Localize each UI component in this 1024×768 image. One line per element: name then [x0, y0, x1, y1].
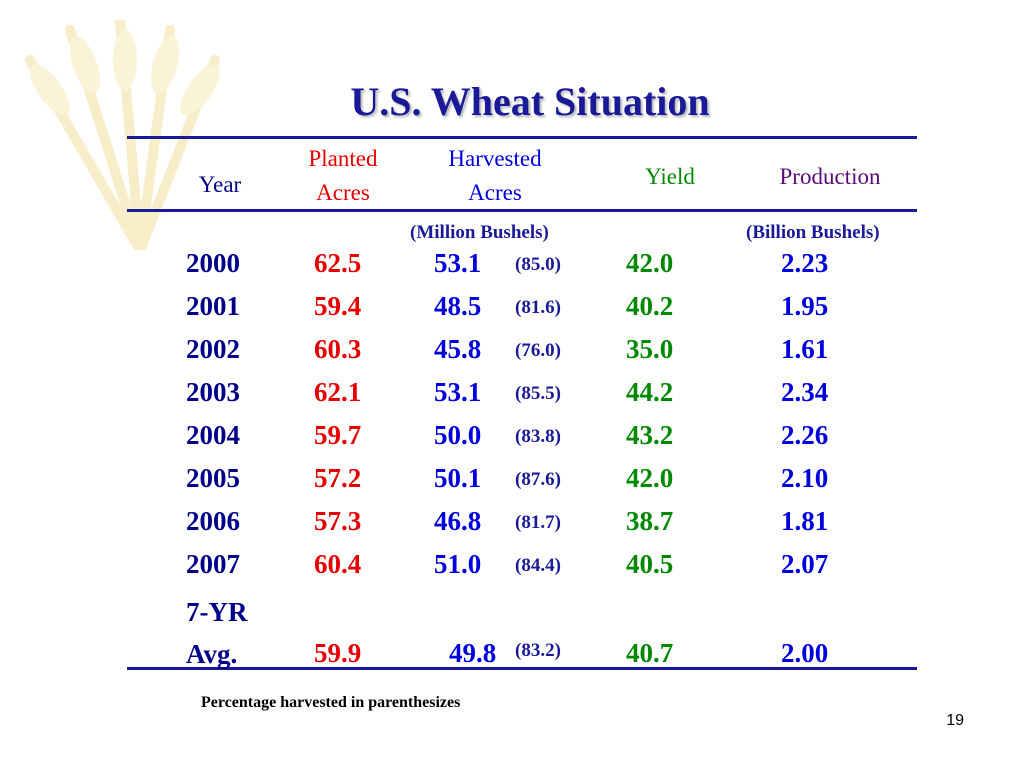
cell-harvested: 45.8: [434, 334, 482, 364]
cell-production: 2.10: [781, 463, 829, 493]
cell-percent-harvested: (83.8): [515, 426, 561, 447]
cell-yield: 42.0: [626, 248, 674, 278]
cell-yield-avg: 40.7: [626, 638, 674, 668]
cell-percent-harvested: (85.0): [515, 254, 561, 275]
average-row: 59.9 49.8 (83.2) 40.7 2.00: [0, 638, 1024, 678]
cell-harvested-avg: 49.8: [449, 638, 497, 668]
average-label-line2: Avg.: [186, 639, 238, 669]
table-row: 2002 60.3 45.8 (76.0) 35.0 1.61: [0, 334, 1024, 374]
wheat-watermark-icon: [25, 20, 220, 250]
cell-harvested: 46.8: [434, 506, 482, 536]
cell-planted: 60.3: [314, 334, 362, 364]
page-number: 19: [946, 712, 964, 729]
cell-year: 2005: [186, 463, 240, 493]
cell-harvested: 53.1: [434, 377, 482, 407]
cell-planted: 62.5: [314, 248, 362, 278]
table-row: 2007 60.4 51.0 (84.4) 40.5 2.07: [0, 549, 1024, 589]
slide-title: U.S. Wheat Situation: [350, 79, 710, 124]
cell-yield: 44.2: [626, 377, 674, 407]
cell-year: 2007: [186, 549, 240, 579]
cell-percent-harvested: (76.0): [515, 340, 561, 361]
cell-year: 2003: [186, 377, 240, 407]
cell-yield: 38.7: [626, 506, 674, 536]
cell-planted: 59.4: [314, 291, 362, 321]
cell-harvested: 53.1: [434, 248, 482, 278]
cell-year: 2002: [186, 334, 240, 364]
header-yield: Yield: [645, 164, 695, 189]
cell-production: 2.07: [781, 549, 829, 579]
cell-production-avg: 2.00: [781, 638, 829, 668]
cell-yield: 35.0: [626, 334, 674, 364]
header-production: Production: [779, 164, 881, 189]
cell-production: 2.26: [781, 420, 829, 450]
cell-production: 2.34: [781, 377, 829, 407]
cell-planted: 57.3: [314, 506, 362, 536]
table-row: 2001 59.4 48.5 (81.6) 40.2 1.95: [0, 291, 1024, 331]
cell-year: 2000: [186, 248, 240, 278]
cell-planted-avg: 59.9: [314, 638, 362, 668]
cell-year: 2001: [186, 291, 240, 321]
average-label-line1: 7-YR: [186, 597, 248, 627]
header-planted-line2: Acres: [316, 180, 370, 205]
cell-production: 1.61: [781, 334, 829, 364]
cell-planted: 59.7: [314, 420, 362, 450]
table-top-rule: [127, 136, 917, 139]
cell-production: 1.81: [781, 506, 829, 536]
cell-harvested: 50.0: [434, 420, 482, 450]
cell-yield: 42.0: [626, 463, 674, 493]
cell-yield: 40.2: [626, 291, 674, 321]
cell-percent-harvested: (81.6): [515, 297, 561, 318]
cell-yield: 40.5: [626, 549, 674, 579]
cell-harvested: 50.1: [434, 463, 482, 493]
cell-percent-harvested: (84.4): [515, 555, 561, 576]
header-harvested: Harvested Acres: [420, 142, 570, 210]
cell-percent-harvested: (85.5): [515, 383, 561, 404]
cell-production: 2.23: [781, 248, 829, 278]
cell-planted: 57.2: [314, 463, 362, 493]
table-row: 2003 62.1 53.1 (85.5) 44.2 2.34: [0, 377, 1024, 417]
header-harvested-line1: Harvested: [448, 146, 542, 171]
table-row: 2000 62.5 53.1 (85.0) 42.0 2.23: [0, 248, 1024, 288]
unit-billion-bushels: (Billion Bushels): [746, 222, 880, 243]
table-row: 2005 57.2 50.1 (87.6) 42.0 2.10: [0, 463, 1024, 503]
cell-harvested: 51.0: [434, 549, 482, 579]
table-row: 2006 57.3 46.8 (81.7) 38.7 1.81: [0, 506, 1024, 546]
header-bottom-rule: [127, 209, 917, 212]
cell-percent-harvested: (81.7): [515, 512, 561, 533]
header-planted-line1: Planted: [308, 146, 378, 171]
cell-year: 2006: [186, 506, 240, 536]
unit-million-bushels: (Million Bushels): [410, 222, 549, 243]
cell-production: 1.95: [781, 291, 829, 321]
cell-planted: 62.1: [314, 377, 362, 407]
header-harvested-line2: Acres: [468, 180, 522, 205]
cell-year: 2004: [186, 420, 240, 450]
table-row: 2004 59.7 50.0 (83.8) 43.2 2.26: [0, 420, 1024, 460]
footnote: Percentage harvested in parenthesizes: [201, 694, 461, 711]
header-year: Year: [198, 172, 242, 197]
cell-planted: 60.4: [314, 549, 362, 579]
cell-harvested: 48.5: [434, 291, 482, 321]
header-planted: Planted Acres: [283, 142, 403, 210]
cell-percent-harvested-avg: (83.2): [515, 640, 561, 661]
table-bottom-rule: [127, 667, 917, 670]
cell-percent-harvested: (87.6): [515, 469, 561, 490]
cell-yield: 43.2: [626, 420, 674, 450]
